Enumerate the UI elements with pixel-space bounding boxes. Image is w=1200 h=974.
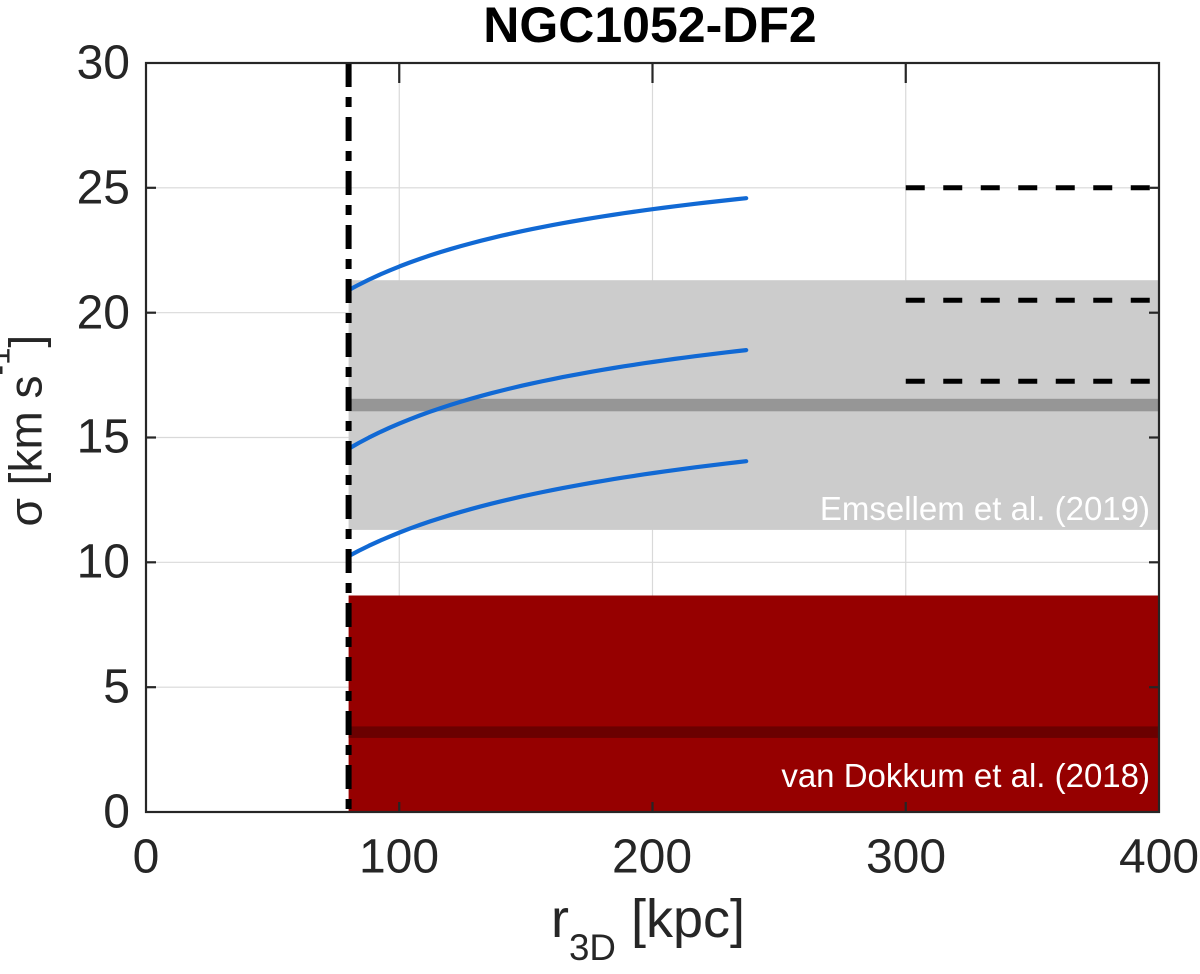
- svg-text:Emsellem et al. (2019): Emsellem et al. (2019): [820, 490, 1150, 527]
- svg-text:van Dokkum et al. (2018): van Dokkum et al. (2018): [781, 757, 1150, 794]
